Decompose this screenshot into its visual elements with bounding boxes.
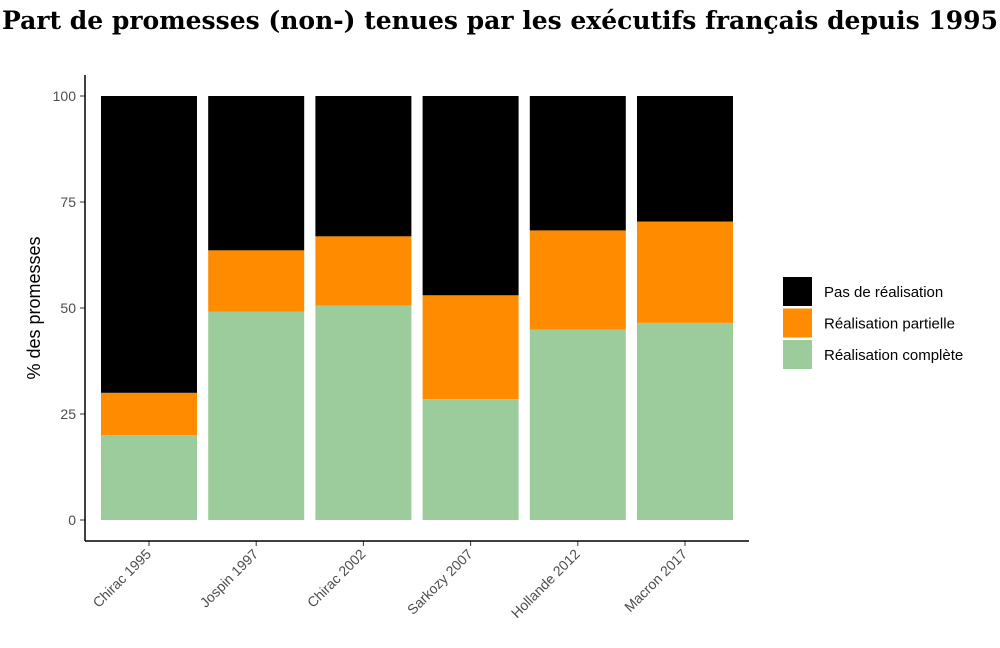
bar-segment [315, 305, 412, 520]
x-tick-label: Sarkozy 2007 [404, 546, 476, 618]
y-axis-label: % des promesses [24, 236, 44, 379]
y-tick-label: 0 [68, 512, 76, 528]
legend-key [783, 308, 812, 338]
legend-label: Réalisation complète [824, 347, 963, 364]
bar-segment [315, 236, 412, 306]
bar-segment [208, 250, 305, 312]
y-tick-label: 25 [60, 406, 76, 422]
legend-key [783, 340, 812, 369]
legend-label: Réalisation partielle [824, 316, 955, 333]
bar-segment [208, 311, 305, 520]
y-tick-label: 50 [60, 300, 76, 316]
bar-segment [529, 329, 626, 520]
x-tick-label: Chirac 1995 [89, 546, 154, 611]
x-tick-label: Chirac 2002 [304, 546, 369, 611]
legend-label: Pas de réalisation [824, 284, 943, 301]
x-tick-label: Jospin 1997 [197, 546, 262, 611]
bar-segment [101, 435, 197, 520]
y-tick-label: 100 [53, 88, 77, 104]
bar-segment [208, 96, 305, 251]
bar-segment [529, 96, 626, 231]
bar-segment [315, 96, 412, 237]
legend-key [783, 277, 812, 306]
bar-segment [422, 96, 519, 296]
bar-segment [422, 295, 519, 400]
x-tick-label: Macron 2017 [621, 546, 690, 615]
bar-segment [637, 322, 733, 520]
bar-segment [101, 96, 197, 393]
bar-segment [637, 221, 733, 323]
bar-segment [422, 399, 519, 520]
y-tick-label: 75 [60, 194, 76, 210]
bar-segment [101, 392, 197, 436]
bar-segment [637, 96, 733, 222]
bar-segment [529, 230, 626, 330]
chart-title: Part de promesses (non-) tenues par les … [2, 6, 998, 35]
x-tick-label: Hollande 2012 [508, 546, 583, 621]
